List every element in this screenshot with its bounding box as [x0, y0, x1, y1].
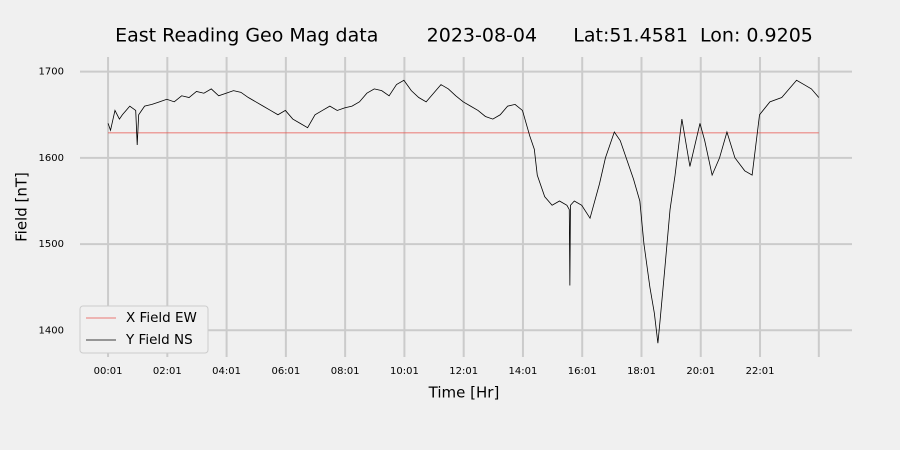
y-tick-label: 1500: [39, 239, 64, 250]
chart-title: East Reading Geo Mag data 2023-08-04 Lat…: [115, 25, 813, 47]
x-tick-label: 10:01: [390, 366, 419, 377]
y-tick-label: 1400: [39, 325, 64, 336]
legend: X Field EW Y Field NS: [79, 305, 209, 354]
x-tick-label: 20:01: [686, 366, 715, 377]
x-tick-label: 08:01: [331, 366, 360, 377]
x-tick-label: 00:01: [94, 366, 123, 377]
y-axis-label: Field [nT]: [13, 172, 31, 242]
grid: [80, 57, 852, 357]
x-tick-label: 18:01: [627, 366, 656, 377]
legend-label: X Field EW: [126, 310, 197, 326]
x-tick-label: 16:01: [568, 366, 597, 377]
x-tick-label: 02:01: [153, 366, 182, 377]
x-axis-label: Time [Hr]: [428, 384, 500, 402]
x-tick-label: 22:01: [746, 366, 775, 377]
x-tick-label: 12:01: [449, 366, 478, 377]
x-tick-label: 04:01: [212, 366, 241, 377]
legend-label: Y Field NS: [125, 332, 193, 348]
data-line: [107, 79, 820, 344]
x-tick-label: 06:01: [271, 366, 300, 377]
y-tick-label: 1700: [39, 67, 64, 78]
x-tick-label: 14:01: [509, 366, 538, 377]
y-tick-label: 1600: [39, 153, 64, 164]
